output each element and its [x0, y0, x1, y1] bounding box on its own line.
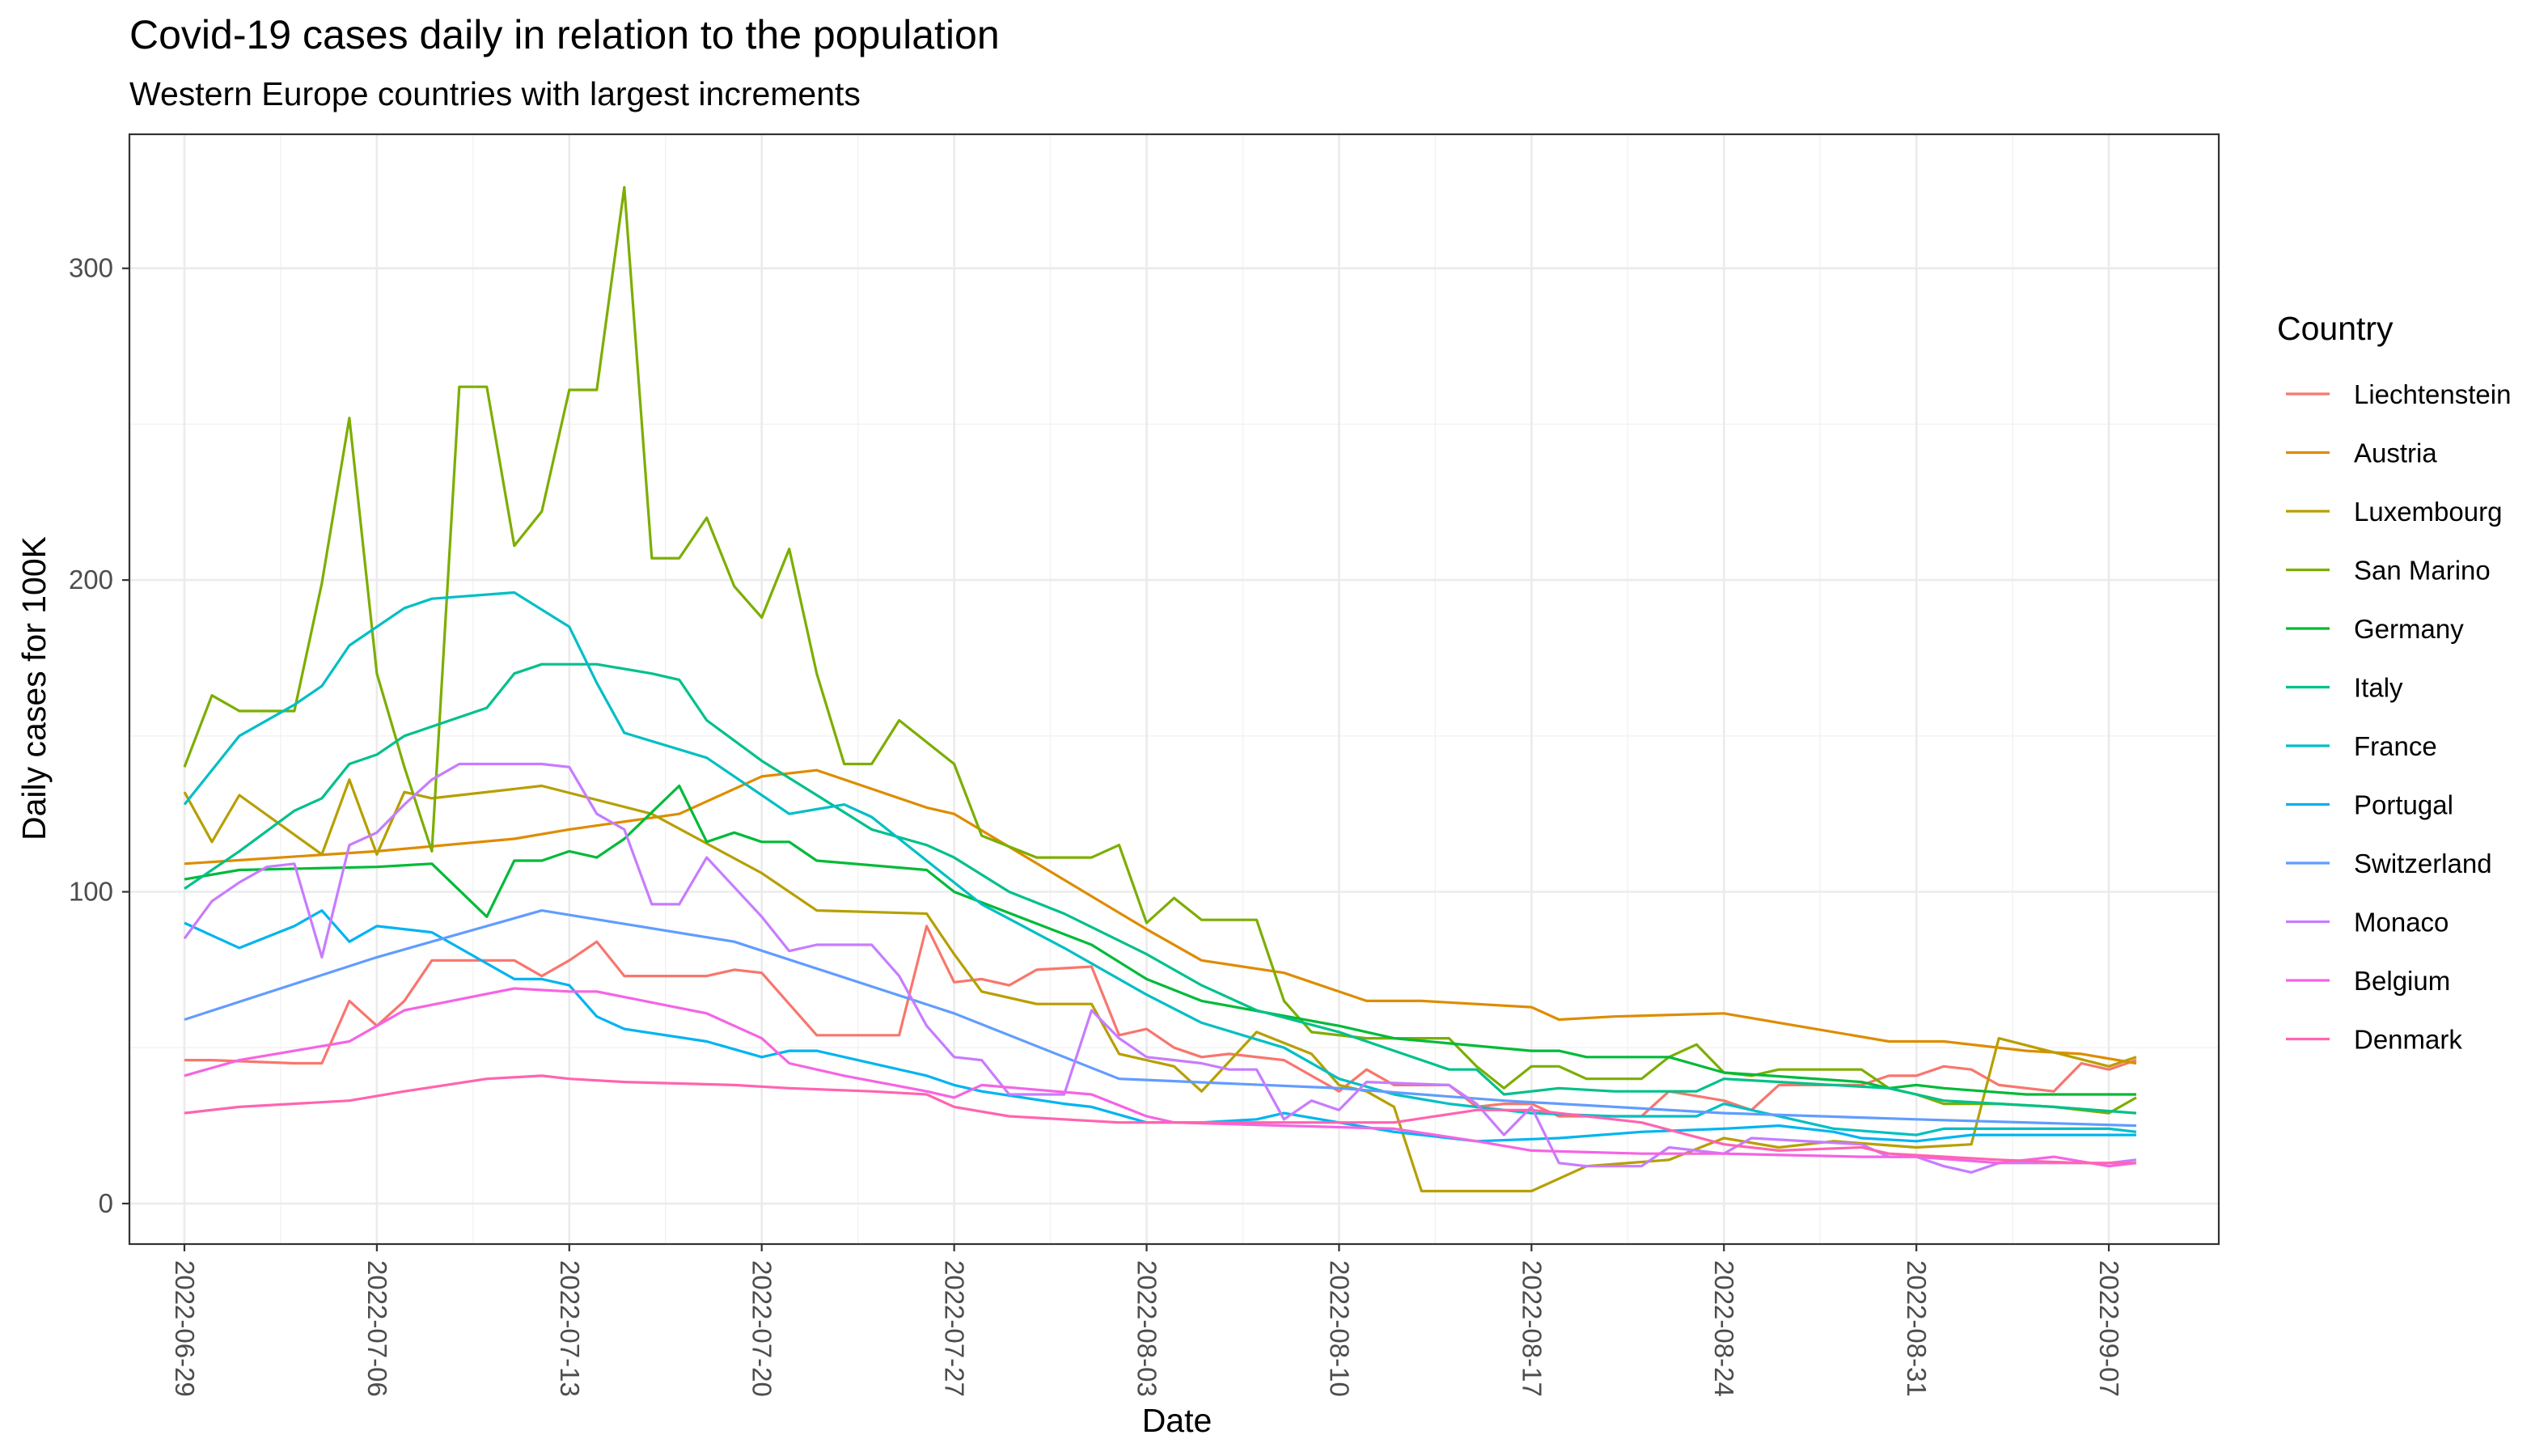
legend-label: Liechtenstein [2354, 379, 2511, 409]
x-tick-label: 2022-07-13 [555, 1260, 585, 1397]
series-line-belgium [184, 987, 2137, 1168]
x-tick-label: 2022-07-06 [362, 1260, 392, 1397]
x-axis: 2022-06-29 2022-07-06 2022-07-13 2022-07-20… [170, 1244, 2124, 1397]
legend: Country Liechtenstein Austria Luxembourg Sa… [2277, 310, 2511, 1055]
series-line-luxembourg [183, 778, 2137, 1193]
series-line-austria [184, 768, 2137, 1065]
series-line-monaco [183, 762, 2137, 1174]
series-line-portugal [184, 909, 2136, 1143]
y-axis: 0 100 200 300 [69, 253, 129, 1218]
x-tick-label: 2022-08-31 [1902, 1260, 1932, 1397]
series-line-denmark [184, 1074, 2136, 1165]
x-tick-label: 2022-06-29 [170, 1260, 200, 1397]
y-tick-label: 300 [69, 253, 113, 283]
plot-border [128, 133, 2220, 1246]
legend-label: Germany [2354, 614, 2464, 644]
series-layer [183, 185, 2137, 1193]
x-tick-label: 2022-08-24 [1709, 1260, 1739, 1397]
y-axis-title: Daily cases for 100K [15, 536, 53, 840]
x-tick-label: 2022-07-20 [747, 1260, 777, 1397]
plot-background [129, 134, 2219, 1244]
legend-label: Belgium [2354, 966, 2450, 996]
x-tick-label: 2022-09-07 [2094, 1260, 2124, 1397]
y-tick-label: 0 [99, 1188, 113, 1218]
legend-label: Luxembourg [2354, 497, 2502, 527]
x-tick-label: 2022-08-17 [1517, 1260, 1547, 1397]
legend-label: France [2354, 731, 2437, 761]
x-tick-label: 2022-08-03 [1132, 1260, 1162, 1397]
series-line-germany [184, 784, 2136, 1096]
grid-minor [129, 134, 2219, 1244]
x-axis-title: Date [1142, 1402, 1213, 1439]
legend-label: Monaco [2354, 908, 2449, 938]
y-tick-label: 200 [69, 565, 113, 595]
legend-label: San Marino [2354, 556, 2491, 586]
chart-subtitle: Western Europe countries with largest in… [129, 75, 861, 112]
series-line-italy [184, 662, 2137, 1115]
series-line-switzerland [184, 909, 2137, 1128]
legend-label: Portugal [2354, 790, 2453, 820]
legend-title: Country [2277, 310, 2394, 347]
legend-label: Italy [2354, 673, 2403, 703]
x-tick-label: 2022-07-27 [940, 1260, 970, 1397]
legend-label: Switzerland [2354, 849, 2492, 878]
legend-label: Denmark [2354, 1025, 2462, 1055]
plot-panel [128, 133, 2220, 1246]
x-tick-label: 2022-08-10 [1324, 1260, 1354, 1397]
chart-title: Covid-19 cases daily in relation to the … [129, 12, 1000, 57]
series-line-france [183, 590, 2137, 1136]
legend-label: Austria [2354, 438, 2437, 468]
y-tick-label: 100 [69, 877, 113, 907]
